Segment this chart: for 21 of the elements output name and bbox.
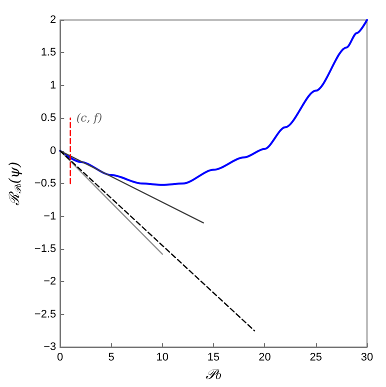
y-axis-title: ℛ𝒫₀(ψ): [7, 162, 24, 206]
y-tick-label: −1.5: [34, 242, 56, 255]
y-tick-label: 0: [50, 144, 56, 157]
y-tick-label: −0.5: [34, 178, 56, 190]
x-tick-label: 25: [310, 352, 322, 364]
x-tick-label: 5: [108, 352, 114, 364]
y-tick-label: −2: [44, 276, 56, 288]
y-tick-label: −1: [44, 210, 56, 222]
x-tick-label: 15: [207, 352, 220, 364]
x-tick-label: 10: [156, 352, 169, 364]
annotation: (c, f): [76, 112, 102, 125]
y-tick-label: 1: [50, 79, 56, 92]
y-tick-label: −2.5: [34, 308, 56, 320]
y-tick-label: 0.5: [40, 112, 56, 124]
y-tick-label: 1.5: [40, 46, 56, 59]
line-series: [59, 19, 368, 186]
x-tick-label: 20: [258, 352, 271, 364]
x-axis-title: 𝒫₀: [206, 367, 222, 383]
y-tick-label: −3: [44, 341, 56, 354]
x-tick-label: 30: [360, 352, 374, 364]
y-tick-label: 2: [50, 14, 56, 26]
